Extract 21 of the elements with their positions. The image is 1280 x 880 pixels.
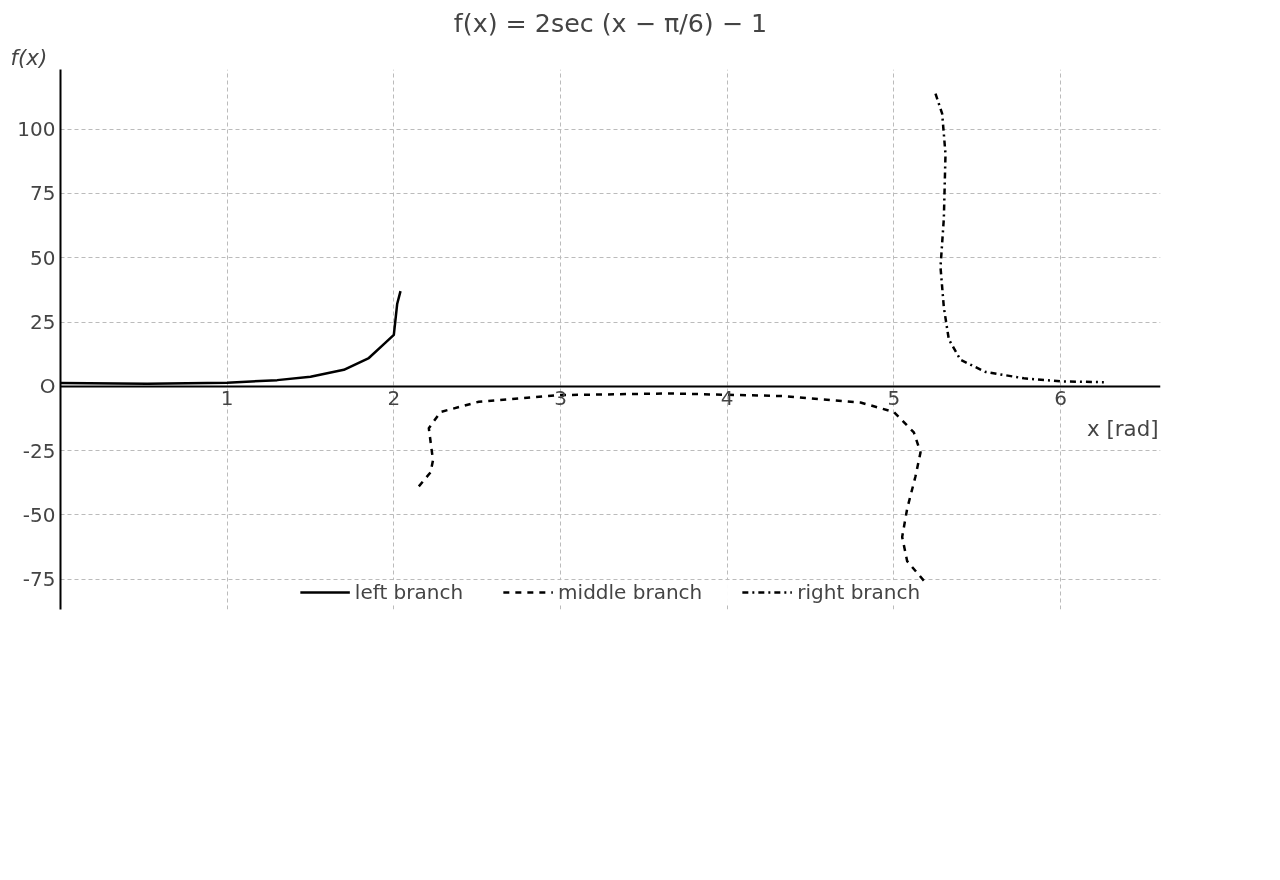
text: O	[39, 374, 56, 399]
y-tick-label: -25	[22, 438, 56, 463]
y-tick-label: 50	[30, 245, 56, 270]
x-axis-title: x [rad]	[1087, 416, 1159, 442]
y-tick-label: -50	[22, 502, 56, 527]
x-tick-label: 2	[387, 386, 401, 411]
y-axis-title: f(x)	[10, 44, 48, 70]
y-tick-label: 100	[17, 117, 56, 142]
x-tick-label: 1	[220, 386, 234, 411]
legend-label: left branch	[354, 580, 464, 604]
legend-label: right branch	[797, 580, 921, 604]
y-tick-label: 75	[30, 181, 56, 206]
legend-label: middle branch	[558, 580, 703, 604]
x-tick-label: 3	[554, 386, 567, 411]
line-series	[934, 92, 1106, 384]
x-tick-label: 6	[1054, 386, 1067, 411]
chart-title: f(x) = 2sec (x − π/6) − 1	[453, 7, 768, 38]
x-tick-label: 4	[720, 386, 734, 411]
y-tick-label: -75	[22, 567, 56, 592]
y-tick-label: 25	[30, 310, 56, 335]
x-tick-label: 5	[887, 386, 901, 411]
